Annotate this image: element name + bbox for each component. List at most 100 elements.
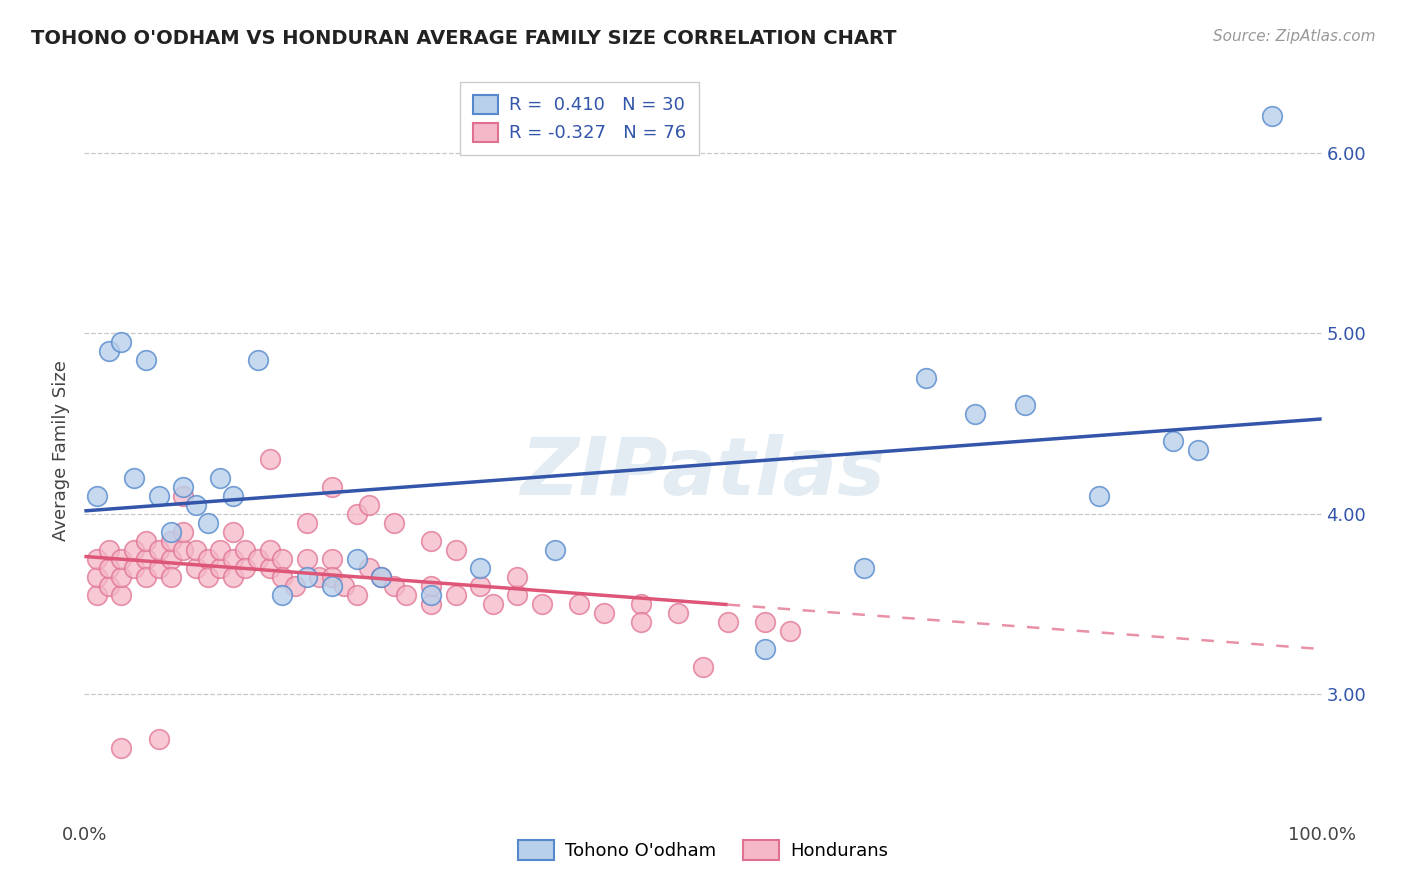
Point <box>209 470 232 484</box>
Point <box>295 570 318 584</box>
Point <box>197 551 219 566</box>
Point <box>346 588 368 602</box>
Point <box>222 524 245 539</box>
Point <box>357 561 380 575</box>
Point <box>444 588 467 602</box>
Point <box>630 597 652 611</box>
Point <box>86 489 108 503</box>
Point <box>160 551 183 566</box>
Point <box>593 606 616 620</box>
Point <box>382 516 405 530</box>
Text: ZIPatlas: ZIPatlas <box>520 434 886 512</box>
Point <box>209 542 232 557</box>
Point <box>506 588 529 602</box>
Point <box>357 498 380 512</box>
Point <box>184 542 207 557</box>
Point <box>135 551 157 566</box>
Point <box>321 551 343 566</box>
Point <box>395 588 418 602</box>
Point <box>259 452 281 467</box>
Point <box>1261 109 1284 123</box>
Point <box>419 579 441 593</box>
Point <box>184 498 207 512</box>
Point <box>666 606 689 620</box>
Point <box>246 551 269 566</box>
Point <box>172 542 194 557</box>
Point <box>692 660 714 674</box>
Point <box>209 561 232 575</box>
Y-axis label: Average Family Size: Average Family Size <box>52 360 70 541</box>
Point <box>321 479 343 493</box>
Point <box>295 516 318 530</box>
Point <box>98 561 121 575</box>
Point <box>531 597 554 611</box>
Point <box>172 489 194 503</box>
Point <box>470 561 492 575</box>
Point <box>122 561 145 575</box>
Point <box>222 489 245 503</box>
Point <box>506 570 529 584</box>
Point <box>86 551 108 566</box>
Point <box>470 579 492 593</box>
Point <box>419 533 441 548</box>
Point <box>197 516 219 530</box>
Point <box>122 470 145 484</box>
Point <box>481 597 503 611</box>
Point <box>965 408 987 422</box>
Point <box>135 353 157 368</box>
Point <box>160 524 183 539</box>
Point <box>86 588 108 602</box>
Point <box>197 570 219 584</box>
Point <box>914 371 936 385</box>
Point <box>419 597 441 611</box>
Point <box>110 551 132 566</box>
Point <box>233 561 256 575</box>
Point <box>122 542 145 557</box>
Point <box>1014 398 1036 412</box>
Point <box>271 570 294 584</box>
Point <box>630 615 652 629</box>
Point <box>160 533 183 548</box>
Point <box>184 561 207 575</box>
Point <box>148 542 170 557</box>
Text: Source: ZipAtlas.com: Source: ZipAtlas.com <box>1212 29 1375 44</box>
Point <box>259 542 281 557</box>
Point <box>346 551 368 566</box>
Point <box>246 353 269 368</box>
Point <box>568 597 591 611</box>
Point <box>110 570 132 584</box>
Point <box>233 542 256 557</box>
Point <box>1161 434 1184 449</box>
Point <box>382 579 405 593</box>
Point <box>110 741 132 756</box>
Point <box>754 642 776 657</box>
Point <box>160 570 183 584</box>
Legend: Tohono O'odham, Hondurans: Tohono O'odham, Hondurans <box>510 833 896 867</box>
Point <box>1187 443 1209 458</box>
Point <box>779 624 801 638</box>
Point <box>148 732 170 747</box>
Point <box>110 335 132 350</box>
Point <box>321 579 343 593</box>
Point <box>271 588 294 602</box>
Point <box>172 479 194 493</box>
Point <box>222 551 245 566</box>
Point <box>135 533 157 548</box>
Point <box>271 551 294 566</box>
Point <box>717 615 740 629</box>
Point <box>852 561 875 575</box>
Point <box>135 570 157 584</box>
Point <box>754 615 776 629</box>
Point <box>308 570 330 584</box>
Point <box>148 561 170 575</box>
Point <box>148 489 170 503</box>
Point <box>346 507 368 521</box>
Point <box>259 561 281 575</box>
Point <box>98 542 121 557</box>
Point <box>284 579 307 593</box>
Point <box>321 570 343 584</box>
Point <box>172 524 194 539</box>
Point <box>543 542 565 557</box>
Point <box>444 542 467 557</box>
Point <box>370 570 392 584</box>
